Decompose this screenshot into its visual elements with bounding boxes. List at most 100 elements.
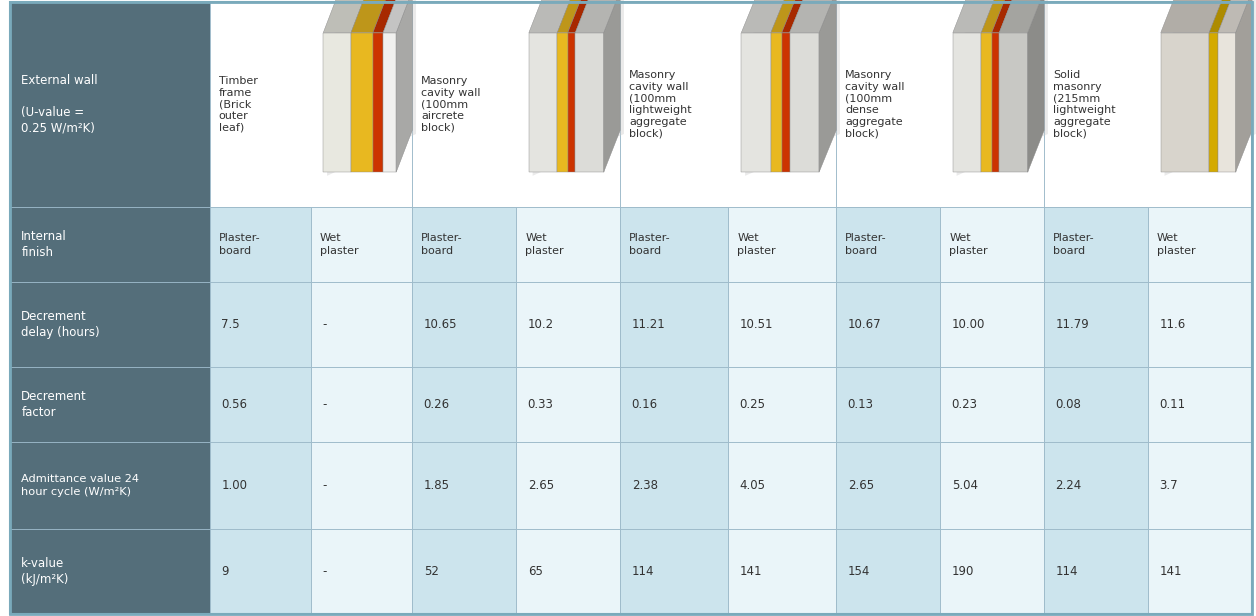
Text: 0.16: 0.16 [632, 397, 658, 411]
Text: 3.7: 3.7 [1159, 479, 1178, 492]
Bar [620, 442, 728, 530]
Polygon shape [745, 0, 840, 176]
Bar [516, 367, 620, 442]
Text: 10.51: 10.51 [740, 318, 774, 331]
Text: Plaster-
board: Plaster- board [845, 233, 887, 256]
Bar [1148, 207, 1252, 282]
Bar [1148, 367, 1252, 442]
Polygon shape [1210, 33, 1218, 172]
Polygon shape [741, 0, 788, 33]
Text: Wet
plaster: Wet plaster [1157, 233, 1196, 256]
Text: 0.33: 0.33 [528, 397, 554, 411]
Bar [620, 282, 728, 367]
Bar [1044, 442, 1148, 530]
Polygon shape [771, 33, 781, 172]
Text: 0.13: 0.13 [848, 397, 874, 411]
Text: 141: 141 [1159, 565, 1182, 578]
Polygon shape [953, 33, 981, 172]
Bar [412, 282, 516, 367]
Bar [311, 207, 412, 282]
Bar [1148, 530, 1252, 614]
Polygon shape [383, 33, 396, 172]
Bar [311, 282, 412, 367]
Bar [210, 207, 311, 282]
Text: 1.00: 1.00 [221, 479, 247, 492]
Polygon shape [992, 0, 1016, 33]
Text: -: - [323, 318, 327, 331]
Polygon shape [1161, 33, 1210, 172]
Text: 2.65: 2.65 [848, 479, 874, 492]
Text: 0.25: 0.25 [740, 397, 766, 411]
Text: Plaster-
board: Plaster- board [219, 233, 260, 256]
Bar [311, 530, 412, 614]
Polygon shape [981, 33, 992, 172]
Text: 7.5: 7.5 [221, 318, 240, 331]
Polygon shape [568, 0, 592, 33]
Bar [10, 530, 210, 614]
Polygon shape [1000, 33, 1027, 172]
Polygon shape [396, 0, 412, 172]
Bar [412, 367, 516, 442]
Bar [10, 207, 210, 282]
Bar [516, 207, 620, 282]
Polygon shape [1027, 0, 1044, 172]
Bar [516, 282, 620, 367]
Bar [10, 367, 210, 442]
Text: Decrement
factor: Decrement factor [21, 389, 87, 419]
Polygon shape [383, 0, 412, 33]
Text: 52: 52 [423, 565, 438, 578]
Polygon shape [957, 0, 1048, 176]
Text: Wet
plaster: Wet plaster [525, 233, 564, 256]
Polygon shape [1161, 0, 1226, 33]
Bar [10, 442, 210, 530]
Polygon shape [575, 33, 604, 172]
Text: 141: 141 [740, 565, 762, 578]
Bar [836, 282, 941, 367]
Polygon shape [1218, 0, 1252, 33]
Polygon shape [781, 33, 790, 172]
Polygon shape [953, 0, 997, 33]
Bar [1044, 530, 1148, 614]
Text: Internal
finish: Internal finish [21, 230, 67, 259]
Polygon shape [771, 0, 799, 33]
Bar [210, 442, 311, 530]
Text: 11.6: 11.6 [1159, 318, 1186, 331]
Text: Plaster-
board: Plaster- board [629, 233, 671, 256]
Bar [836, 2, 1044, 207]
Text: Wet
plaster: Wet plaster [737, 233, 776, 256]
Bar [311, 367, 412, 442]
Polygon shape [1164, 0, 1256, 176]
Polygon shape [350, 0, 389, 33]
Polygon shape [1236, 0, 1252, 172]
Text: 0.23: 0.23 [952, 397, 977, 411]
Bar [412, 207, 516, 282]
Bar [516, 530, 620, 614]
Text: 10.00: 10.00 [952, 318, 985, 331]
Text: Masonry
cavity wall
(100mm
dense
aggregate
block): Masonry cavity wall (100mm dense aggrega… [845, 70, 904, 139]
Bar [836, 207, 941, 282]
Text: 2.65: 2.65 [528, 479, 554, 492]
Bar [1044, 207, 1148, 282]
Bar [210, 530, 311, 614]
Text: 190: 190 [952, 565, 973, 578]
Text: 5.04: 5.04 [952, 479, 977, 492]
Bar [728, 207, 836, 282]
Bar [412, 442, 516, 530]
Polygon shape [819, 0, 836, 172]
Polygon shape [529, 33, 558, 172]
Polygon shape [1210, 0, 1235, 33]
Polygon shape [790, 0, 836, 33]
Polygon shape [790, 33, 819, 172]
Bar [941, 442, 1044, 530]
Text: 4.05: 4.05 [740, 479, 766, 492]
Text: 9: 9 [221, 565, 229, 578]
Text: Decrement
delay (hours): Decrement delay (hours) [21, 310, 100, 339]
Polygon shape [741, 33, 771, 172]
Bar [620, 207, 728, 282]
Bar [836, 530, 941, 614]
Text: Solid
masonry
(215mm
lightweight
aggregate
block): Solid masonry (215mm lightweight aggrega… [1053, 70, 1115, 139]
Text: Plaster-
board: Plaster- board [421, 233, 462, 256]
Text: 2.38: 2.38 [632, 479, 658, 492]
Polygon shape [1000, 0, 1044, 33]
Polygon shape [373, 0, 399, 33]
